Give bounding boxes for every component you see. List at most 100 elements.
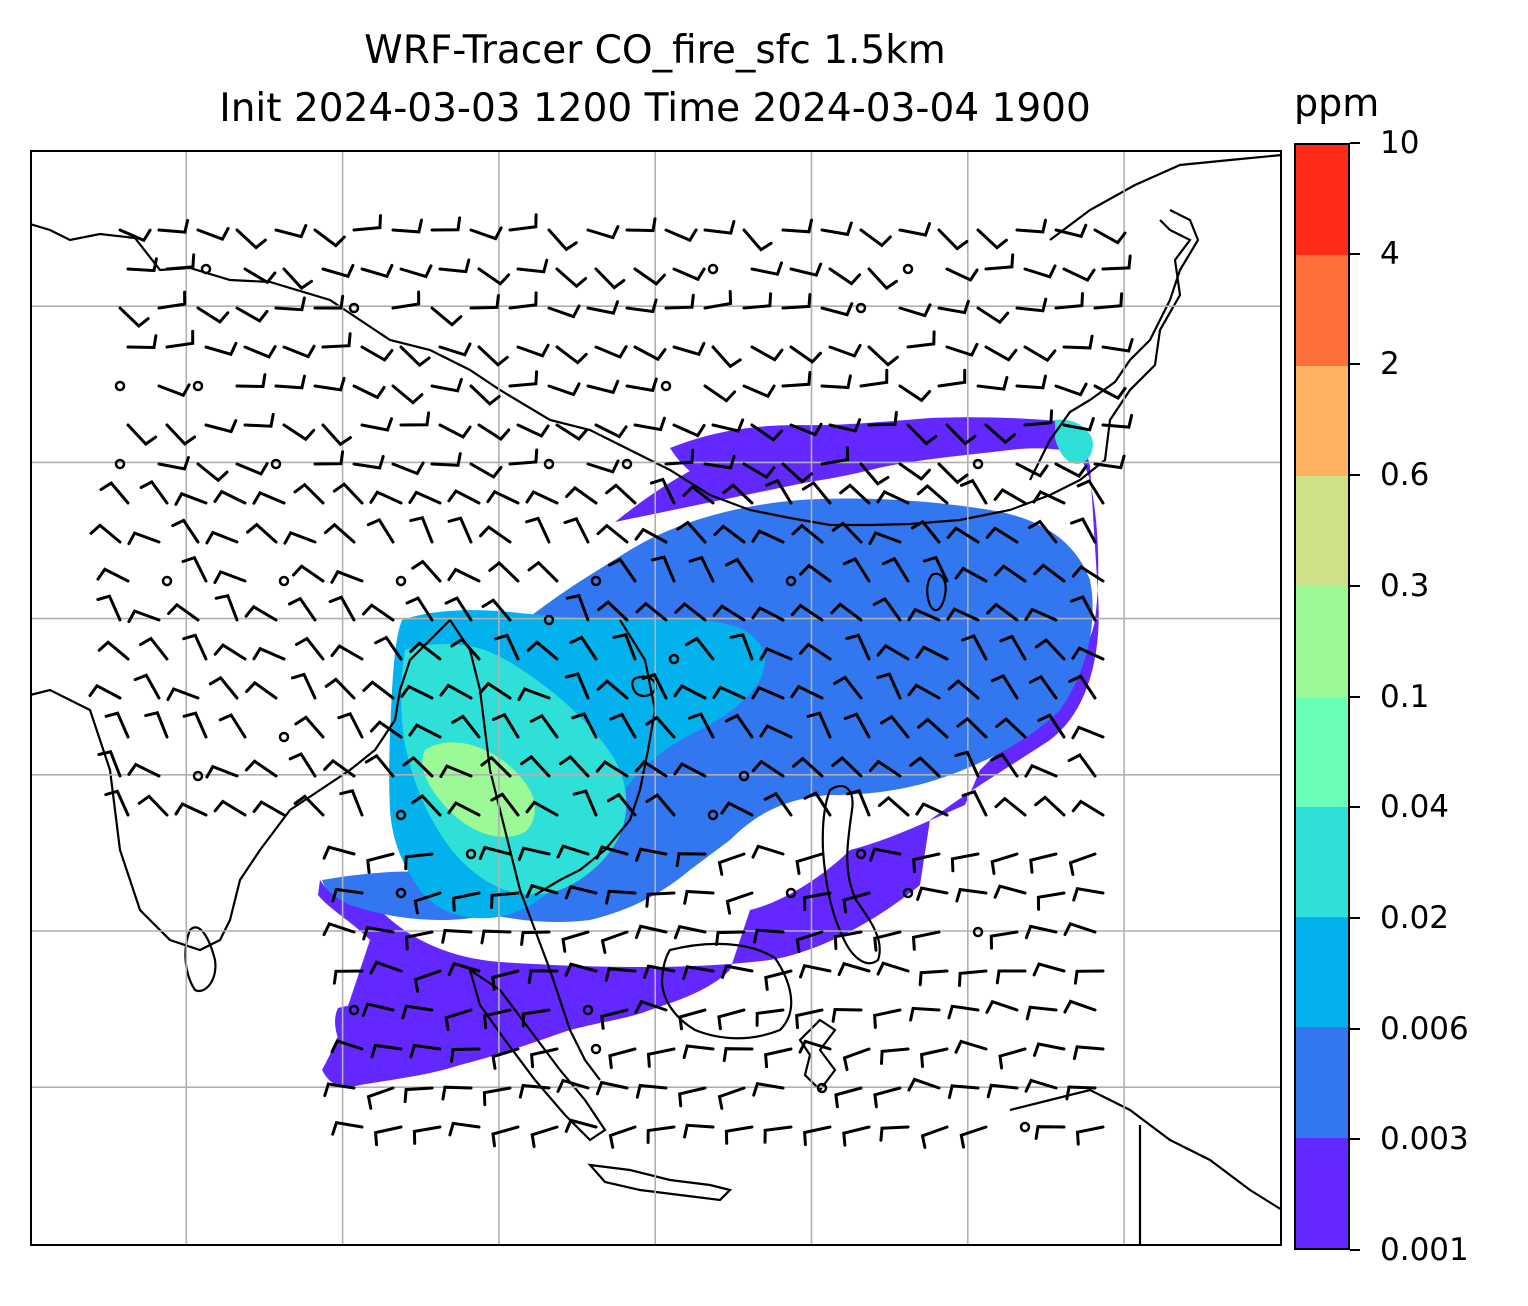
calm-wind-marker: [543, 614, 555, 626]
wind-barb: [520, 754, 551, 778]
wind-barb: [765, 478, 793, 505]
wind-barb: [182, 711, 208, 739]
wind-barb: [634, 527, 668, 544]
wind-barb: [441, 928, 473, 944]
wind-barb: [1028, 674, 1058, 700]
wind-barb: [645, 715, 676, 739]
wind-barb: [869, 847, 902, 862]
wind-barb: [288, 752, 317, 778]
wind-barb: [491, 712, 520, 739]
wind-barb: [586, 379, 620, 395]
wind-barb: [521, 1008, 551, 1028]
borneo: [660, 942, 793, 1040]
wind-barb: [798, 642, 832, 661]
map-panel[interactable]: [30, 150, 1282, 1246]
plume-north-arm: [670, 417, 1085, 491]
wind-barb: [274, 224, 308, 239]
wind-barb: [596, 679, 629, 700]
wind-barb: [909, 1006, 941, 1022]
wind-barb: [751, 685, 785, 700]
wind-barb: [491, 969, 520, 991]
wind-barb: [411, 559, 442, 583]
wind-barb: [605, 483, 637, 505]
wind-barb: [282, 267, 313, 291]
chart-title-line2: Init 2024-03-03 1200 Time 2024-03-04 190…: [219, 86, 1091, 131]
wind-barb: [806, 711, 832, 739]
calm-wind-marker: [395, 887, 407, 899]
wind-barb: [89, 523, 122, 544]
wind-barb: [556, 1078, 590, 1093]
wind-barb: [803, 791, 832, 817]
calm-wind-marker: [395, 809, 407, 821]
wind-barb: [451, 891, 481, 912]
wind-barb: [751, 759, 785, 778]
wind-barb: [1072, 887, 1105, 902]
wind-barb: [998, 1047, 1027, 1070]
wind-barb: [399, 345, 431, 368]
wind-barb: [330, 1039, 364, 1054]
wind-barb: [703, 454, 736, 470]
wind-barb: [954, 566, 988, 583]
wind-barb: [641, 672, 668, 700]
wind-barb: [391, 461, 425, 476]
hainan: [631, 675, 657, 698]
colorbar-tick-label: 2: [1380, 346, 1400, 383]
wind-barb: [322, 921, 356, 937]
wind-barb: [478, 845, 512, 860]
wind-barb: [479, 525, 512, 544]
wind-barb: [490, 891, 520, 909]
wind-barb: [555, 423, 589, 441]
wind-barb: [530, 1125, 559, 1149]
java: [587, 1163, 733, 1202]
wind-barb: [604, 967, 637, 982]
wind-barb: [331, 887, 364, 903]
wind-barb: [322, 845, 356, 860]
wind-barb: [994, 564, 1027, 583]
wind-barb: [876, 643, 910, 661]
wind-barb: [410, 794, 442, 817]
wind-barb: [204, 419, 238, 434]
wind-barb: [352, 214, 382, 232]
wind-barb: [491, 1125, 520, 1148]
wind-barb: [174, 802, 208, 817]
wind-barb: [144, 711, 169, 739]
wind-barb: [781, 462, 813, 484]
wind-barb: [139, 636, 169, 661]
wind-barb: [955, 887, 988, 903]
calm-wind-marker: [192, 770, 204, 782]
wind-barb: [182, 633, 208, 661]
wind-barb: [976, 306, 1010, 325]
wind-barb: [802, 891, 832, 912]
wind-barb: [1015, 462, 1049, 478]
wind-barb: [572, 789, 598, 817]
colorbar-tick-label: 0.003: [1380, 1121, 1469, 1158]
wind-barb: [910, 519, 941, 544]
wind-barb: [529, 713, 559, 739]
wind-barb: [907, 1077, 941, 1092]
wind-barb: [795, 930, 824, 954]
wind-barb: [755, 1008, 785, 1027]
wind-barb: [820, 221, 853, 237]
wind-barb: [1062, 267, 1096, 283]
wind-barbs: [88, 213, 1134, 1149]
wind-barb: [1015, 218, 1047, 234]
colorbar-tick-label: 4: [1380, 235, 1400, 272]
wind-barb: [516, 343, 550, 358]
wind-barb: [447, 489, 481, 505]
wind-barb: [1067, 753, 1097, 778]
colorbar-ticks: 0.001 0.003 0.006 0.02 0.04 0.1 0.3 0.6 2 4 10: [1350, 125, 1520, 1268]
wind-barb: [724, 557, 754, 583]
wind-barb: [742, 384, 776, 399]
indochina-coast: [449, 619, 601, 1081]
wind-barb: [439, 683, 473, 700]
wind-barb: [999, 634, 1027, 661]
wind-barb: [742, 228, 773, 252]
wind-barb: [912, 852, 941, 874]
wind-barb: [516, 258, 549, 274]
wind-barb: [477, 267, 511, 286]
wind-barb: [133, 673, 161, 700]
wind-barb: [742, 292, 773, 310]
wind-barb: [877, 795, 910, 817]
wind-barb: [795, 1008, 824, 1030]
chart-title-line1: WRF-Tracer CO_fire_sfc 1.5km: [364, 28, 946, 73]
